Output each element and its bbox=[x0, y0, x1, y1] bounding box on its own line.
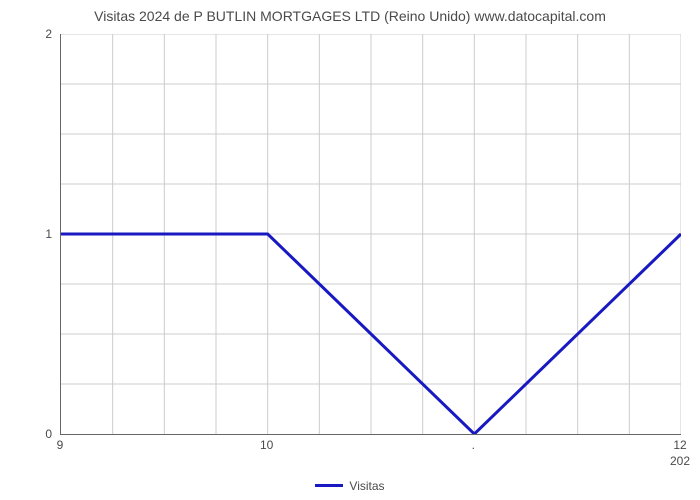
x-tick-sublabel: 202 bbox=[670, 454, 690, 468]
plot-svg bbox=[61, 34, 681, 434]
chart-title: Visitas 2024 de P BUTLIN MORTGAGES LTD (… bbox=[0, 8, 700, 24]
plot-area bbox=[60, 34, 681, 435]
x-tick-label: . bbox=[472, 438, 475, 452]
legend: Visitas bbox=[0, 478, 700, 493]
y-tick-label: 1 bbox=[45, 227, 52, 241]
y-tick-label: 0 bbox=[45, 427, 52, 441]
visits-line-chart: Visitas 2024 de P BUTLIN MORTGAGES LTD (… bbox=[0, 0, 700, 500]
x-tick-label: 12 bbox=[673, 438, 686, 452]
legend-swatch bbox=[315, 484, 343, 487]
x-tick-label: 9 bbox=[57, 438, 64, 452]
legend-label: Visitas bbox=[349, 479, 384, 493]
y-tick-label: 2 bbox=[45, 27, 52, 41]
x-tick-label: 10 bbox=[260, 438, 273, 452]
